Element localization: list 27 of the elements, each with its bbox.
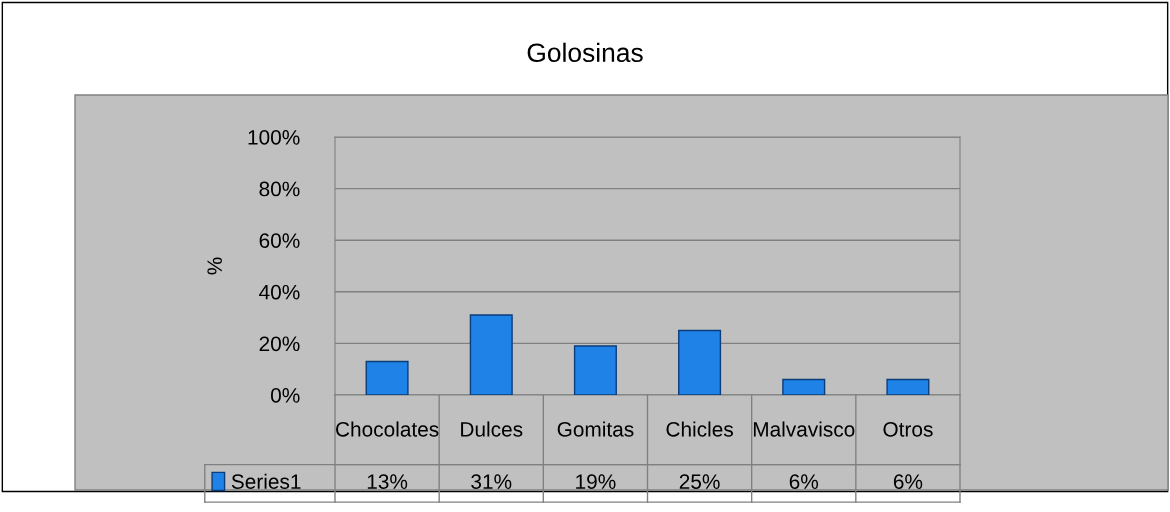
x-tick-label: Gomitas [557,421,634,437]
bar [573,345,617,395]
bar [469,314,513,395]
x-tick-label: Otros [883,421,933,437]
y-tick-label: 0% [270,388,300,403]
y-tick-label: 40% [259,284,300,300]
x-tick-label: Chicles [666,421,733,437]
x-tick-label: Dulces [461,421,523,437]
bar [886,378,930,395]
bar [365,360,409,395]
y-tick-label: 60% [259,233,300,248]
text: 6% [789,474,819,489]
x-tick-label: Chocolates [336,421,439,437]
text: 13% [367,474,408,489]
chart-title: Golosinas [527,42,643,63]
y-axis-title: % [207,257,222,275]
bar [678,329,722,395]
y-tick-label: 80% [259,181,300,197]
text: 31% [471,474,512,489]
y-tick-label: 100% [248,130,300,145]
bar [782,378,826,395]
text: 19% [576,474,616,489]
text: 25% [679,474,720,489]
y-tick-label: 20% [259,336,300,352]
x-tick-label: Malvavisco [753,421,855,437]
text: 6% [893,474,923,489]
legend-label: Series1 [231,473,301,489]
